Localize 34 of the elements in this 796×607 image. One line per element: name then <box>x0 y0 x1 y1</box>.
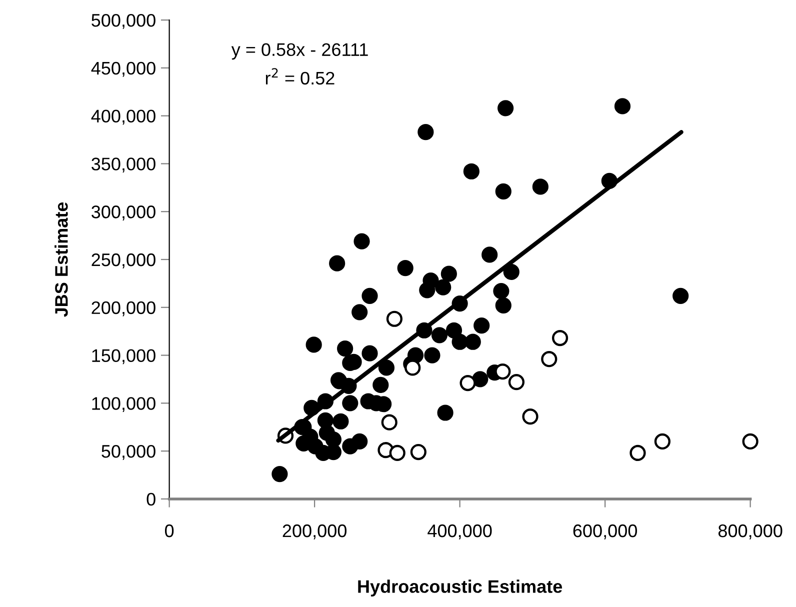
point <box>508 374 525 390</box>
point <box>654 433 670 450</box>
y-tick-label: 250,000 <box>92 253 156 268</box>
point <box>386 310 402 327</box>
annotation: y = 0.58x - 26111 <box>231 43 368 60</box>
point <box>410 444 426 460</box>
point <box>389 444 406 462</box>
point <box>522 408 538 425</box>
y-tick-label: 300,000 <box>92 206 156 220</box>
y-tick-label: 400,000 <box>91 110 156 125</box>
point <box>404 360 421 376</box>
point <box>552 330 568 346</box>
annotation: r$^{2}$ = 0.52 <box>266 68 334 85</box>
y-tick-label: 200,000 <box>92 301 156 316</box>
x-tick-label: 400,000 <box>428 524 492 540</box>
point <box>541 351 558 368</box>
x-tick-label: 0 <box>164 524 174 538</box>
point <box>494 364 511 380</box>
point <box>742 433 758 450</box>
point <box>381 414 398 430</box>
x-axis-title: Hydroacoustic Estimate <box>358 580 562 597</box>
x-tick-label: 800,000 <box>718 524 782 540</box>
point <box>460 375 476 392</box>
y-tick-label: 100,000 <box>92 397 156 412</box>
y-tick-label: 0 <box>146 492 156 506</box>
x-tick-label: 200,000 <box>282 524 346 540</box>
point <box>630 444 646 462</box>
y-tick-label: 500,000 <box>92 14 156 29</box>
x-tick-label: 600,000 <box>573 524 637 540</box>
y-tick-label: 450,000 <box>91 62 156 77</box>
y-tick-label: 150,000 <box>92 349 156 364</box>
y-tick-label: 50,000 <box>102 444 156 460</box>
y-axis-title: JBS Estimate <box>54 202 68 317</box>
y-tick-label: 350,000 <box>92 158 156 173</box>
